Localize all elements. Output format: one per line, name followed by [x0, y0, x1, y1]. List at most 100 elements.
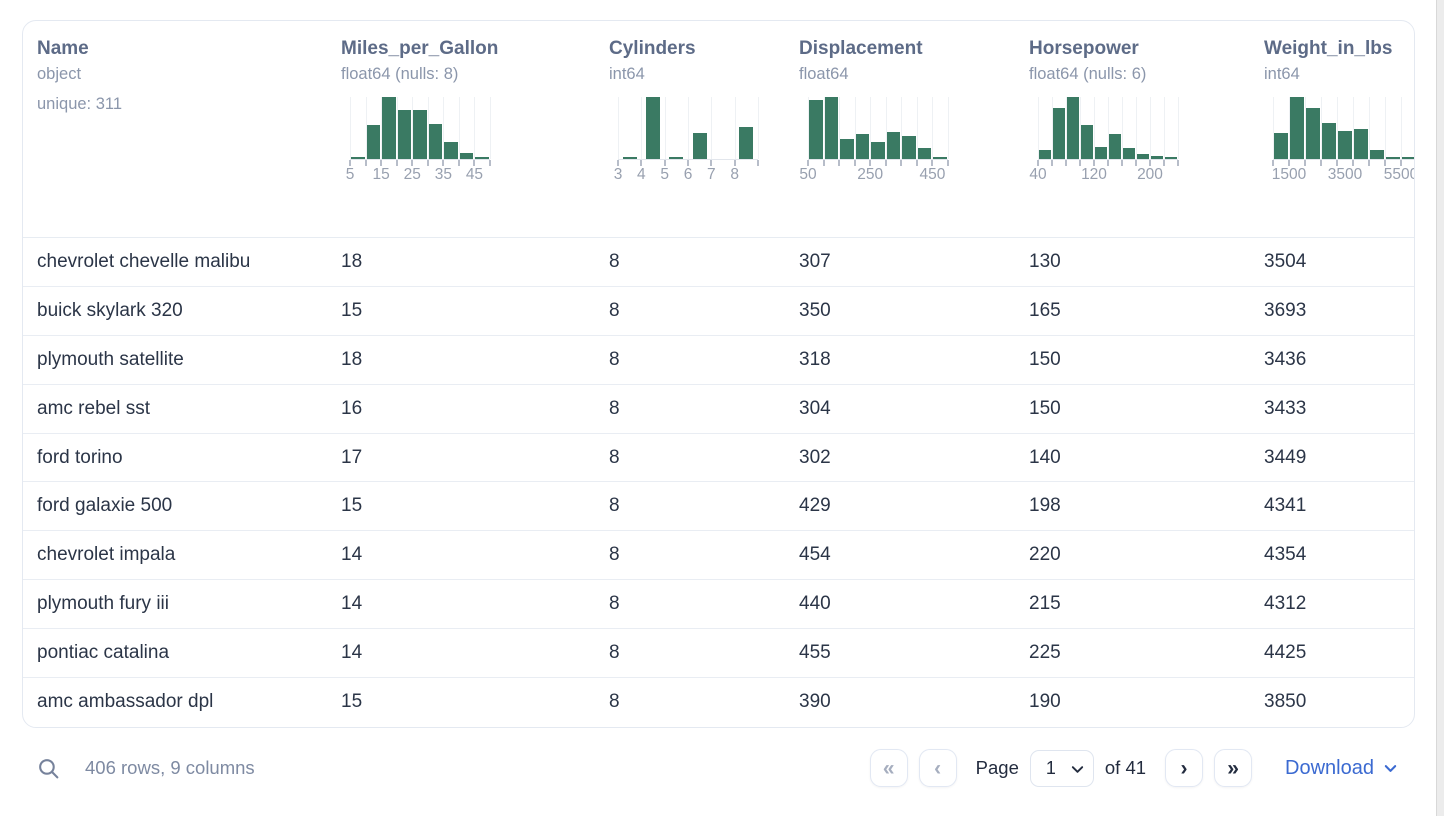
hist-tick	[442, 160, 445, 166]
table-cell: 8	[609, 642, 620, 664]
table-footer: 406 rows, 9 columns « ‹ Page 1 of 41 › »…	[22, 740, 1416, 796]
hist-baseline	[1273, 159, 1414, 160]
hist-baseline	[618, 159, 758, 160]
hist-bar	[1370, 150, 1384, 159]
table-cell: 140	[1029, 446, 1061, 468]
column-dtype: int64	[609, 65, 645, 83]
hist-gridline	[734, 97, 736, 159]
hist-tick-label: 45	[465, 166, 484, 183]
hist-bar	[1338, 131, 1352, 159]
hist-gridline	[474, 97, 476, 159]
column-dtype: object	[37, 65, 82, 83]
hist-gridline	[870, 97, 872, 159]
page-total-label: of 41	[1104, 757, 1147, 778]
column-header-displacement[interactable]: Displacement float64 50 250 450	[785, 21, 1015, 237]
page-select[interactable]: 1	[1029, 749, 1094, 787]
column-header-name[interactable]: Name object unique: 311	[23, 21, 327, 237]
next-page-button[interactable]: ›	[1165, 749, 1204, 787]
table-cell: 220	[1029, 544, 1061, 566]
hist-gridline	[758, 97, 759, 159]
table-cell: 3504	[1264, 251, 1307, 272]
hist-bar	[1151, 155, 1163, 159]
table-cell: 350	[799, 299, 831, 321]
hist-baseline	[808, 159, 948, 160]
column-dtype: float64 (nulls: 8)	[341, 65, 459, 83]
hist-tick	[457, 160, 460, 166]
hist-baseline	[350, 159, 490, 160]
footer-status-group: 406 rows, 9 columns	[22, 756, 255, 781]
hist-tick-label: 35	[434, 166, 452, 183]
search-icon[interactable]	[36, 756, 61, 781]
hist-bar	[1386, 157, 1400, 159]
table-cell: buick skylark 320	[37, 299, 183, 321]
histogram-miles-per-gallon[interactable]: 5 15 25 35 45	[346, 97, 491, 185]
last-page-button[interactable]: »	[1214, 749, 1253, 787]
table-row: ford galaxie 500 15 8 429 198 4341	[23, 482, 1414, 532]
hist-tick-label: 120	[1081, 166, 1107, 183]
table-cell: 440	[799, 593, 831, 615]
column-header-miles-per-gallon[interactable]: Miles_per_Gallon float64 (nulls: 8) 5 15 25 3…	[327, 21, 595, 237]
column-unique-count: unique: 311	[37, 95, 123, 113]
first-page-button[interactable]: «	[869, 749, 908, 787]
hist-gridline	[1094, 97, 1095, 159]
table-cell: 14	[341, 593, 363, 615]
hist-bar	[413, 110, 427, 159]
right-edge-divider	[1436, 0, 1444, 816]
table-cell: 198	[1029, 495, 1061, 517]
table-cell: 190	[1029, 691, 1061, 713]
column-header-cylinders[interactable]: Cylinders int64 3 4 5 6 7 8	[595, 21, 785, 237]
table-cell: 225	[1029, 642, 1061, 664]
column-header-horsepower[interactable]: Horsepower float64 (nulls: 6) 40 120 200	[1015, 21, 1250, 237]
hist-tick	[1288, 160, 1290, 166]
hist-tick	[710, 160, 713, 166]
hist-tick	[931, 160, 934, 166]
column-header-weight-in-lbs[interactable]: Weight_in_lbs int64 1500 3500 5500	[1250, 21, 1414, 237]
column-name: Miles_per_Gallon	[341, 38, 499, 59]
hist-tick	[947, 160, 949, 166]
hist-gridline	[641, 97, 643, 159]
histogram-horsepower[interactable]: 40 120 200	[1029, 97, 1179, 185]
table-cell: 304	[799, 397, 831, 419]
hist-bar	[886, 131, 901, 159]
table-cell: 390	[799, 691, 831, 713]
hist-bar	[824, 97, 839, 159]
hist-bar	[459, 152, 474, 159]
hist-tick	[1368, 160, 1370, 166]
hist-tick	[853, 160, 856, 166]
table-cell: amc rebel sst	[37, 397, 150, 419]
download-button[interactable]: Download	[1285, 757, 1398, 780]
table-cell: 429	[799, 495, 831, 517]
hist-tick-label: 3500	[1327, 166, 1363, 183]
table-cell: 3433	[1264, 397, 1307, 419]
hist-gridline	[1369, 97, 1370, 159]
hist-gridline	[381, 97, 383, 159]
table-cell: 8	[609, 397, 620, 419]
hist-bar	[809, 100, 823, 159]
hist-tick	[617, 160, 619, 166]
table-cell: 130	[1029, 251, 1061, 272]
hist-gridline	[948, 97, 949, 159]
hist-gridline	[1052, 97, 1053, 159]
table-cell: 8	[609, 299, 620, 321]
hist-gridline	[916, 97, 918, 159]
hist-gridline	[1136, 97, 1137, 159]
prev-page-button[interactable]: ‹	[918, 749, 957, 787]
hist-tick	[838, 160, 841, 166]
hist-tick-label: 5	[660, 166, 669, 183]
histogram-weight-in-lbs[interactable]: 1500 3500 5500	[1272, 97, 1414, 185]
table-row: chevrolet impala 14 8 454 220 4354	[23, 531, 1414, 581]
histogram-displacement[interactable]: 50 250 450	[799, 97, 949, 185]
table-body: chevrolet chevelle malibu 18 8 307 130 3504 bu…	[23, 238, 1414, 727]
table-cell: 15	[341, 691, 363, 713]
hist-gridline	[1401, 97, 1402, 159]
hist-tick	[1037, 160, 1039, 166]
table-cell: amc ambassador dpl	[37, 691, 214, 713]
column-name: Horsepower	[1029, 38, 1139, 59]
table-cell: 3436	[1264, 348, 1307, 370]
hist-gridline	[1066, 97, 1067, 159]
pagination-controls: « ‹ Page 1 of 41 › » Download	[869, 749, 1416, 787]
table-cell: ford galaxie 500	[37, 495, 173, 517]
hist-gridline	[1289, 97, 1290, 159]
table-cell: chevrolet chevelle malibu	[37, 251, 251, 272]
